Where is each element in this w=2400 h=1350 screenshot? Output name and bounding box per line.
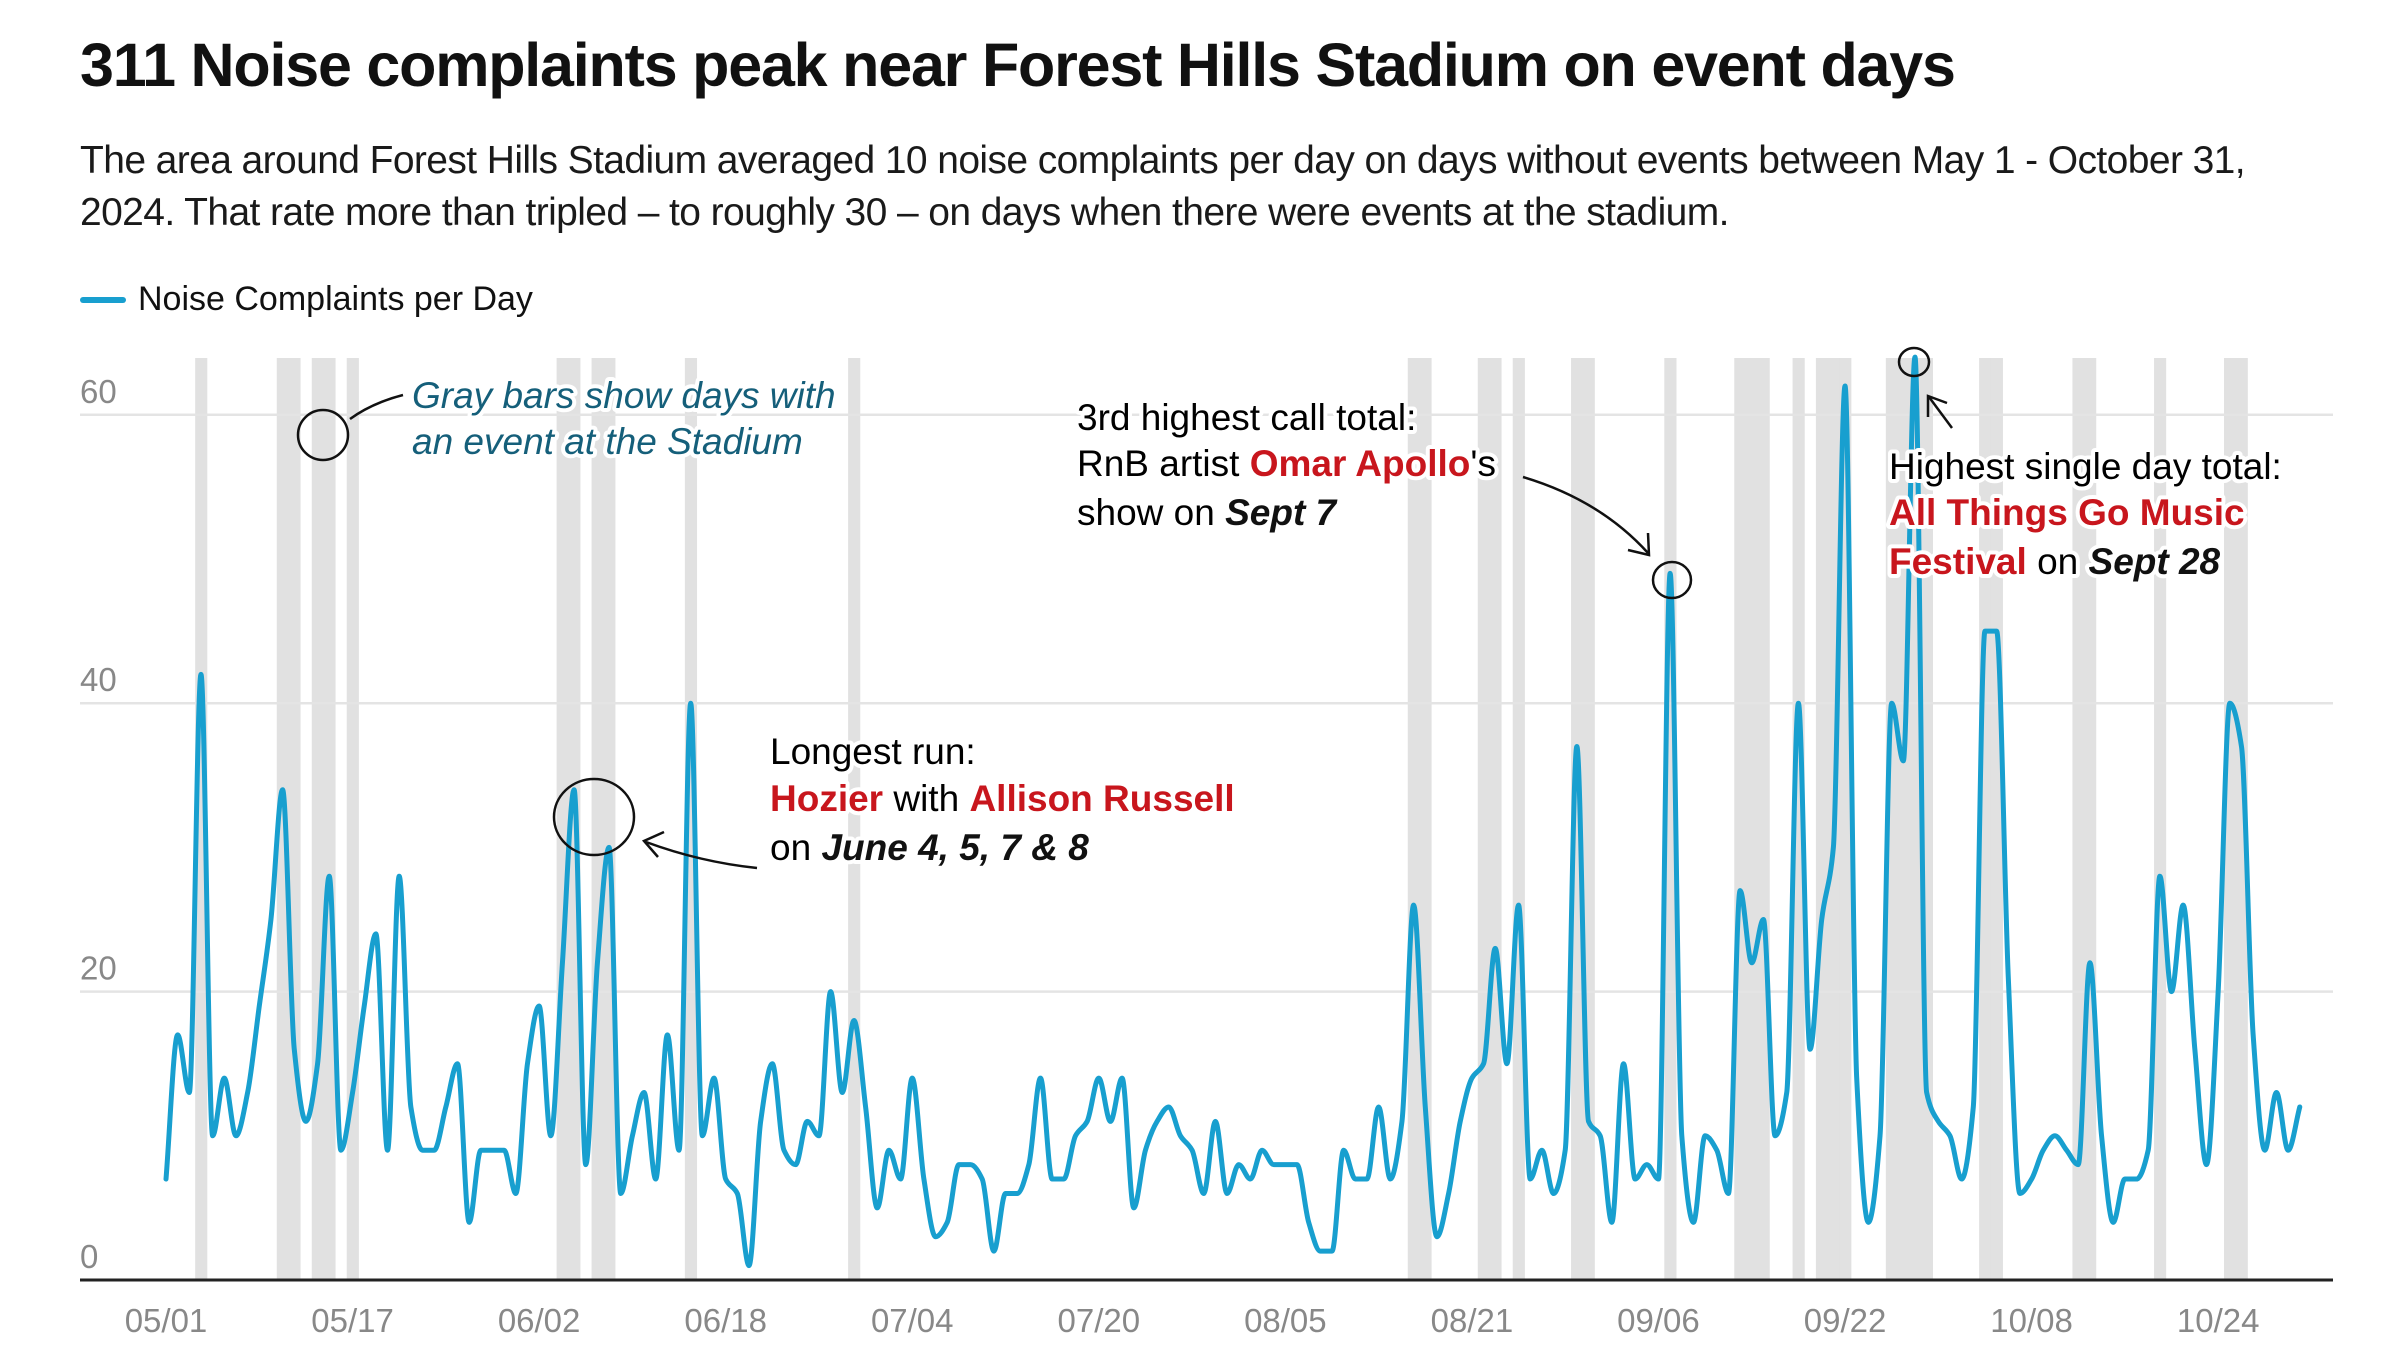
annotation-text: Longest run: bbox=[770, 731, 976, 772]
event-bar bbox=[2235, 358, 2248, 1280]
event-bar bbox=[346, 358, 359, 1280]
x-tick-label: 10/08 bbox=[1990, 1302, 2073, 1339]
annotation-text: an event at the Stadium bbox=[412, 421, 803, 462]
event-bar bbox=[1512, 358, 1525, 1280]
event-bar bbox=[1745, 358, 1759, 1280]
highlight-event: All Things Go Music bbox=[1889, 492, 2245, 533]
x-tick-label: 07/20 bbox=[1058, 1302, 1141, 1339]
arrowhead-icon bbox=[1926, 394, 1948, 417]
annotation-text: RnB artist Omar Apollo's bbox=[1077, 443, 1496, 484]
event-bar bbox=[1885, 358, 1899, 1280]
chart-title: 311 Noise complaints peak near Forest Hi… bbox=[80, 31, 1956, 99]
event-bar bbox=[311, 358, 324, 1280]
event-bar bbox=[195, 358, 208, 1280]
x-tick-label: 09/06 bbox=[1617, 1302, 1700, 1339]
annotation-text: Highest single day total: bbox=[1889, 446, 2282, 487]
event-bar bbox=[591, 358, 604, 1280]
event-bar bbox=[323, 358, 336, 1280]
x-axis-ticks: 05/01 05/17 06/02 06/18 07/04 07/20 08/05 08/21… bbox=[125, 1302, 2260, 1339]
event-bar bbox=[1792, 358, 1805, 1280]
event-bar bbox=[1757, 358, 1770, 1280]
x-tick-label: 05/17 bbox=[311, 1302, 394, 1339]
event-bar bbox=[556, 358, 569, 1280]
highlight-date: Sept 7 bbox=[1225, 492, 1338, 533]
arrowhead-icon bbox=[1627, 532, 1651, 557]
event-bar bbox=[1571, 358, 1584, 1280]
event-bar bbox=[2154, 358, 2167, 1280]
x-tick-label: 06/18 bbox=[684, 1302, 767, 1339]
y-tick-label: 20 bbox=[80, 950, 117, 987]
annotation-arrow bbox=[645, 840, 758, 870]
annotation-circle bbox=[552, 777, 636, 857]
annotation-circle bbox=[1897, 346, 1931, 378]
x-tick-label: 07/04 bbox=[871, 1302, 954, 1339]
y-axis-ticks: 0 20 40 60 bbox=[80, 373, 117, 1275]
y-tick-label: 40 bbox=[80, 661, 117, 698]
series-line-noise-complaints bbox=[163, 354, 2303, 1269]
event-bar bbox=[1582, 358, 1595, 1280]
annotation-all-things-go: Highest single day total: All Things Go … bbox=[1885, 346, 2286, 586]
chart-subtitle: The area around Forest Hills Stadium ave… bbox=[80, 139, 2246, 234]
highlight-date: Sept 28 bbox=[2089, 541, 2221, 582]
event-bars bbox=[195, 358, 2248, 1280]
annotation-text: Festival on Sept 28 bbox=[1889, 541, 2221, 582]
annotation-hozier: Longest run: Hozier with Allison Russell… bbox=[552, 727, 1239, 872]
gridlines bbox=[80, 413, 2333, 993]
annotation-text: show on Sept 7 bbox=[1077, 492, 1339, 533]
event-bar bbox=[1979, 358, 1992, 1280]
event-bar bbox=[1489, 358, 1502, 1280]
event-bar bbox=[1734, 358, 1747, 1280]
annotation-circle bbox=[1651, 560, 1693, 600]
highlight-date: June 4, 5, 7 & 8 bbox=[821, 827, 1089, 868]
event-bar bbox=[2223, 358, 2237, 1280]
event-bar bbox=[288, 358, 301, 1280]
event-bar bbox=[603, 358, 616, 1280]
highlight-artist: Allison Russell bbox=[969, 778, 1234, 819]
annotation-text: Gray bars show days with bbox=[412, 375, 836, 416]
x-tick-label: 10/24 bbox=[2177, 1302, 2260, 1339]
x-tick-label: 08/05 bbox=[1244, 1302, 1327, 1339]
y-tick-label: 60 bbox=[80, 373, 117, 410]
annotation-leader-line bbox=[349, 393, 404, 421]
annotation-text: on June 4, 5, 7 & 8 bbox=[770, 827, 1089, 868]
annotation-text: Hozier with Allison Russell bbox=[770, 778, 1235, 819]
event-bar bbox=[848, 358, 861, 1280]
y-tick-label: 0 bbox=[80, 1238, 98, 1275]
arrowhead-icon bbox=[641, 830, 665, 858]
event-bar bbox=[1477, 358, 1490, 1280]
annotation-circle bbox=[296, 408, 350, 462]
x-tick-label: 08/21 bbox=[1431, 1302, 1514, 1339]
legend-swatch-line bbox=[80, 296, 126, 303]
legend: Noise Complaints per Day bbox=[80, 280, 533, 319]
highlight-artist: Omar Apollo bbox=[1250, 443, 1471, 484]
x-tick-label: 06/02 bbox=[498, 1302, 581, 1339]
event-bar bbox=[684, 358, 698, 1280]
x-tick-label: 05/01 bbox=[125, 1302, 208, 1339]
highlight-artist: Hozier bbox=[770, 778, 883, 819]
event-bar bbox=[1990, 358, 2003, 1280]
annotation-gray-bars: Gray bars show days with an event at the… bbox=[296, 371, 840, 466]
event-bar bbox=[1407, 358, 1420, 1280]
event-bar bbox=[2072, 358, 2085, 1280]
event-bar bbox=[1815, 358, 1829, 1280]
annotation-arrow bbox=[1522, 475, 1649, 554]
annotation-arrow bbox=[1927, 396, 1954, 429]
annotation-text: 3rd highest call total: bbox=[1077, 397, 1416, 438]
annotation-omar-apollo: 3rd highest call total: RnB artist Omar … bbox=[1073, 393, 1693, 600]
highlight-event: Festival bbox=[1889, 541, 2027, 582]
legend-label: Noise Complaints per Day bbox=[138, 280, 533, 318]
x-tick-label: 09/22 bbox=[1804, 1302, 1887, 1339]
